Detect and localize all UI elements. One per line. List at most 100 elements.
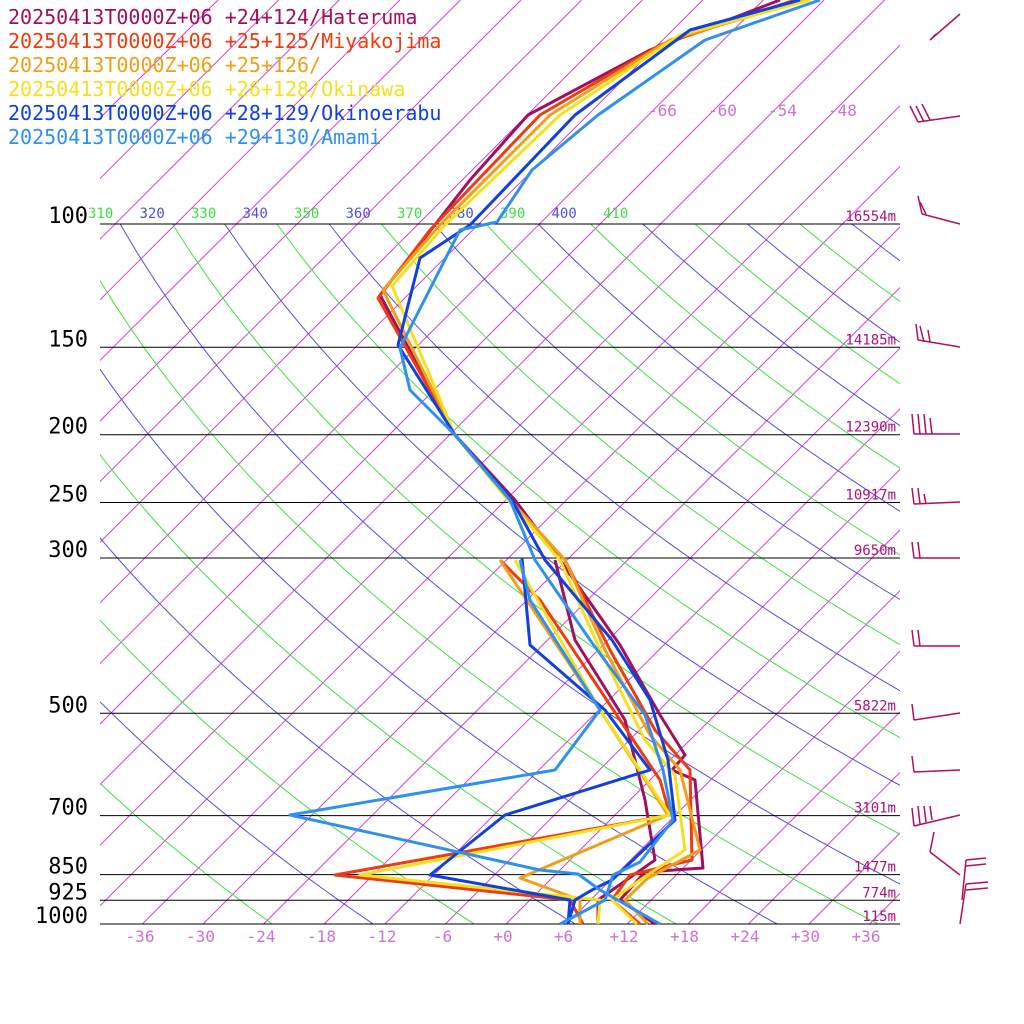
isotherm: [100, 105, 900, 907]
legend-entry: 20250413T0000Z+06 +25+126/: [8, 53, 321, 77]
theta-labels: 310 320 330 340 350 360 370 380 390 400 410: [88, 206, 628, 222]
wind-barb: [911, 487, 961, 505]
isotherm: [100, 0, 522, 422]
sounding-profiles: [288, 0, 821, 926]
wind-barb: [917, 195, 961, 225]
height-label: 9650m: [854, 543, 896, 559]
isotherm: [323, 347, 900, 924]
pressure-tick-label: 1000: [35, 904, 88, 929]
pressure-tick-label: 925: [48, 880, 88, 905]
theta-label: 410: [603, 206, 628, 222]
dewpoint-profile-2: [333, 558, 672, 925]
theta-label: 310: [88, 206, 113, 222]
temperature-tick-label: -30: [186, 927, 215, 946]
isotherm-labels: -66 -60 -54 -48: [648, 101, 857, 120]
dewpoint-profile-5: [428, 557, 652, 925]
theta-label: 370: [397, 206, 422, 222]
wind-barb: [915, 323, 961, 348]
temperature-tick-label: +0: [493, 927, 512, 946]
temperature-tick-label: -24: [247, 927, 276, 946]
isotherm: [100, 0, 461, 362]
wind-barb: [911, 413, 960, 435]
pressure-tick-label: 250: [48, 483, 88, 508]
isotherm-label: -48: [828, 101, 857, 120]
pressure-tick-label: 150: [48, 327, 88, 352]
isotherm: [566, 589, 900, 924]
dry-adiabat: [957, 224, 1024, 924]
temperature-profile-6: [398, 0, 821, 926]
isotherm-label: -60: [708, 101, 737, 120]
dry-adiabat: [100, 453, 677, 924]
wind-barb: [929, 13, 961, 41]
legend-entry: 20250413T0000Z+06 +29+130/Amami: [8, 125, 381, 149]
temperature-profile-2: [376, 0, 796, 926]
dry-adiabat: [851, 223, 900, 262]
isotherm: [869, 892, 900, 924]
isotherm: [930, 0, 1024, 924]
dry-adiabat: [119, 223, 900, 885]
height-label: 14185m: [845, 332, 896, 348]
legend-entry: 20250413T0000Z+06 +25+125/Miyakojima: [8, 29, 441, 53]
temperature-tick-label: +6: [554, 927, 573, 946]
wind-barb: [909, 103, 961, 123]
isotherm: [384, 408, 900, 924]
height-label: 10917m: [845, 488, 896, 504]
pressure-tick-label: 500: [48, 693, 88, 718]
height-label: 774m: [862, 885, 896, 901]
wind-barbs: [909, 13, 989, 925]
isotherm: [626, 650, 900, 924]
wind-barb: [911, 629, 960, 647]
wind-barb: [911, 541, 960, 559]
temperature-tick-label: +18: [670, 927, 699, 946]
temperature-profile-3: [381, 0, 806, 926]
isotherm: [202, 226, 900, 924]
isotherm-label: -54: [768, 101, 797, 120]
dry-adiabat: [224, 223, 900, 786]
legend: 20250413T0000Z+06 +24+124/Hateruma202504…: [8, 5, 441, 149]
height-label: 5822m: [854, 698, 896, 714]
dry-adiabat: [904, 224, 1024, 924]
isotherm: [505, 529, 900, 924]
dry-adiabat: [381, 223, 900, 646]
isotherm: [263, 286, 900, 924]
height-label: 1477m: [854, 860, 896, 876]
legend-entry: 20250413T0000Z+06 +28+129/Okinoerabu: [8, 101, 441, 125]
temperature-profile-4: [390, 0, 811, 926]
wind-barb: [911, 805, 961, 827]
height-label: 16554m: [845, 209, 896, 225]
theta-label: 330: [191, 206, 216, 222]
isotherm: [100, 0, 401, 301]
isotherm: [100, 0, 885, 786]
temperature-axis: -36 -30 -24 -18 -12 -6 +0 +6 +12 +18 +24 +30 +36: [126, 927, 881, 946]
dry-adiabat: [642, 223, 900, 427]
pressure-tick-label: 700: [48, 796, 88, 821]
temperature-tick-label: -36: [126, 927, 155, 946]
temperature-tick-label: +12: [610, 927, 639, 946]
dry-adiabat: [694, 223, 900, 385]
isotherm: [445, 468, 900, 924]
dewpoint-profile-1: [553, 559, 657, 924]
isotherm: [748, 771, 900, 924]
temperature-tick-label: -6: [433, 927, 452, 946]
wind-barb: [911, 755, 961, 773]
dry-adiabat: [747, 223, 900, 343]
isotherm: [687, 711, 900, 924]
isotherm-label: -66: [648, 101, 677, 120]
pressure-tick-label: 200: [48, 415, 88, 440]
dewpoint-profile-6: [288, 559, 661, 926]
legend-entry: 20250413T0000Z+06 +26+128/Okinawa: [8, 77, 405, 101]
isotherm: [100, 0, 340, 240]
isotherm: [100, 44, 900, 846]
theta-label: 400: [552, 206, 577, 222]
theta-label: 350: [294, 206, 319, 222]
height-label: 115m: [862, 909, 896, 925]
isotherm: [991, 0, 1024, 924]
pressure-tick-label: 850: [48, 855, 88, 880]
temperature-profile-1: [378, 0, 781, 926]
theta-label: 340: [243, 206, 268, 222]
temperature-tick-label: -12: [368, 927, 397, 946]
isotherm: [100, 0, 279, 180]
pressure-grid: 100 16554m 150 14185m 200 12390m 250 10917m 300 9…: [35, 204, 900, 929]
temperature-tick-label: +36: [852, 927, 881, 946]
